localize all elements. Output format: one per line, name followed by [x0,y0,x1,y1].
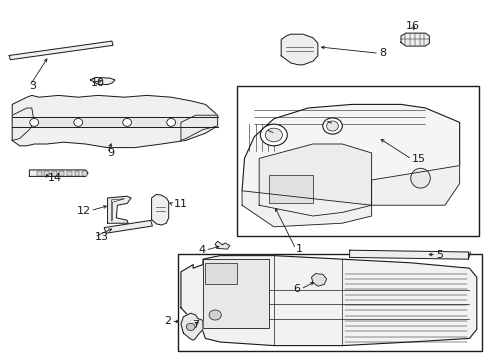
Polygon shape [9,41,113,60]
Bar [268,175,312,203]
Polygon shape [349,250,468,259]
Text: 10: 10 [90,78,104,88]
Ellipse shape [166,118,175,126]
Text: 16: 16 [406,21,419,31]
Polygon shape [107,196,131,223]
Bar [44,171,49,176]
Polygon shape [311,274,326,286]
Polygon shape [151,194,168,225]
Polygon shape [215,241,229,249]
Polygon shape [104,220,152,233]
Text: 1: 1 [295,244,302,254]
Text: 2: 2 [163,316,171,327]
Bar [37,171,41,176]
Bar [52,171,57,176]
Text: 13: 13 [94,232,108,242]
Ellipse shape [260,124,287,146]
Polygon shape [181,313,203,340]
Bar [237,86,478,236]
Text: 3: 3 [29,81,36,91]
Ellipse shape [186,323,195,330]
Ellipse shape [30,118,39,126]
Text: 12: 12 [76,206,90,216]
Ellipse shape [322,118,342,134]
Bar [67,171,72,176]
Ellipse shape [208,310,221,320]
Ellipse shape [122,118,131,126]
Text: 5: 5 [435,249,442,260]
Text: 11: 11 [173,199,187,210]
Polygon shape [281,34,317,65]
Text: 6: 6 [293,284,300,294]
Ellipse shape [410,168,429,188]
Bar [82,171,87,176]
Bar [60,171,64,176]
Text: 4: 4 [198,245,205,255]
Text: 14: 14 [48,173,62,183]
Bar [205,263,237,284]
Polygon shape [181,115,217,140]
Polygon shape [111,199,124,220]
Polygon shape [259,144,371,216]
Polygon shape [181,256,476,346]
Polygon shape [12,95,217,148]
Bar [203,259,268,328]
Polygon shape [12,108,34,140]
Polygon shape [90,77,115,85]
Text: 8: 8 [378,48,386,58]
Polygon shape [242,191,371,227]
Text: 9: 9 [107,148,115,158]
Text: 7: 7 [192,320,199,330]
Polygon shape [12,117,217,127]
Ellipse shape [264,128,282,142]
Ellipse shape [74,118,82,126]
Bar [75,171,80,176]
Text: 15: 15 [411,154,425,164]
Bar [178,254,481,351]
Polygon shape [371,166,459,205]
Polygon shape [242,104,459,211]
Polygon shape [400,33,428,46]
Ellipse shape [326,121,338,131]
Polygon shape [29,170,88,176]
